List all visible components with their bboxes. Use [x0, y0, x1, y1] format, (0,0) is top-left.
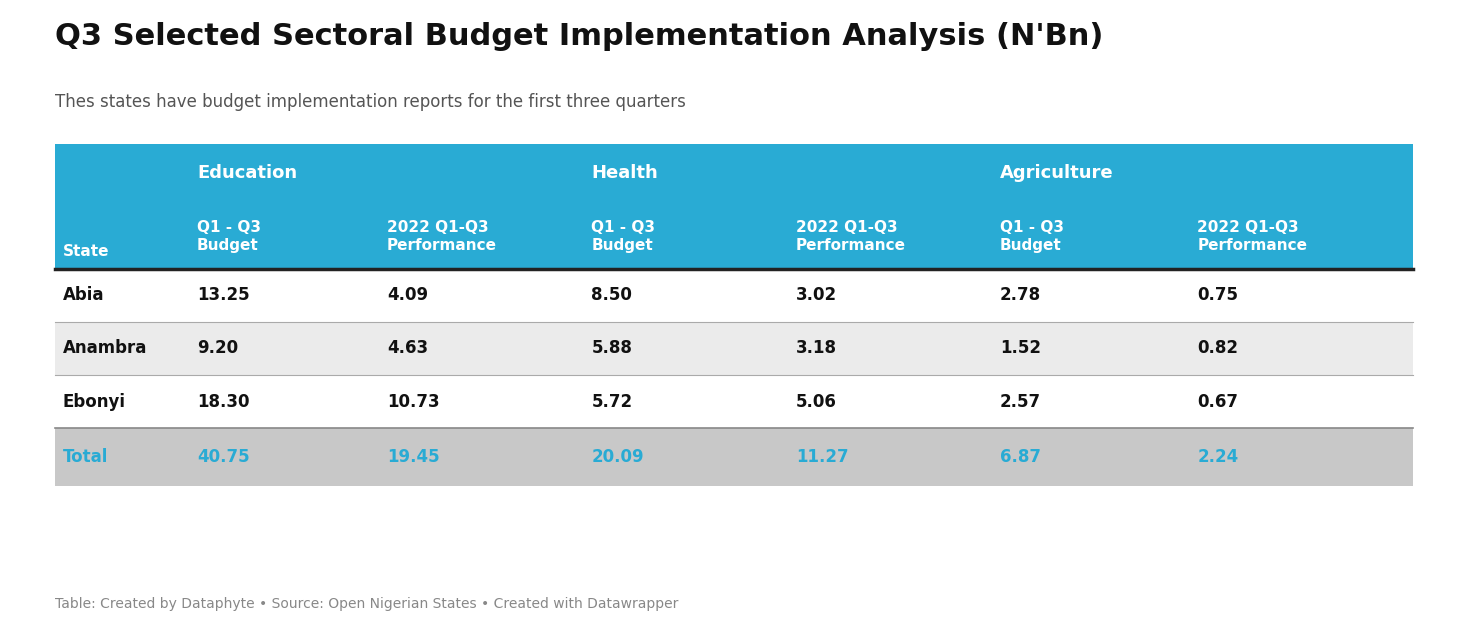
Text: Total: Total — [63, 448, 108, 466]
Text: 2.57: 2.57 — [1000, 392, 1041, 411]
Text: 5.06: 5.06 — [796, 392, 837, 411]
Polygon shape — [55, 322, 1413, 375]
Text: Q3 Selected Sectoral Budget Implementation Analysis (N'Bn): Q3 Selected Sectoral Budget Implementati… — [55, 22, 1104, 51]
Text: 9.20: 9.20 — [197, 339, 238, 358]
Text: 3.18: 3.18 — [796, 339, 837, 358]
Text: 1.52: 1.52 — [1000, 339, 1041, 358]
Text: Abia: Abia — [63, 286, 104, 305]
Text: 5.88: 5.88 — [591, 339, 632, 358]
Text: Education: Education — [197, 164, 298, 182]
Polygon shape — [55, 375, 1413, 428]
Text: 5.72: 5.72 — [591, 392, 632, 411]
Text: 6.87: 6.87 — [1000, 448, 1041, 466]
Text: 10.73: 10.73 — [387, 392, 439, 411]
Text: 3.02: 3.02 — [796, 286, 837, 305]
Text: 0.67: 0.67 — [1197, 392, 1238, 411]
Text: 13.25: 13.25 — [197, 286, 250, 305]
Text: 18.30: 18.30 — [197, 392, 250, 411]
Text: Q1 - Q3
Budget: Q1 - Q3 Budget — [1000, 220, 1064, 253]
Text: Q1 - Q3
Budget: Q1 - Q3 Budget — [197, 220, 261, 253]
Text: 2022 Q1-Q3
Performance: 2022 Q1-Q3 Performance — [387, 220, 496, 253]
Text: 2022 Q1-Q3
Performance: 2022 Q1-Q3 Performance — [796, 220, 905, 253]
Text: Thes states have budget implementation reports for the first three quarters: Thes states have budget implementation r… — [55, 93, 686, 111]
Text: Q1 - Q3
Budget: Q1 - Q3 Budget — [591, 220, 656, 253]
Text: 0.82: 0.82 — [1197, 339, 1238, 358]
Text: 11.27: 11.27 — [796, 448, 848, 466]
Text: Agriculture: Agriculture — [1000, 164, 1114, 182]
Text: 2022 Q1-Q3
Performance: 2022 Q1-Q3 Performance — [1197, 220, 1307, 253]
Text: Anambra: Anambra — [63, 339, 147, 358]
Polygon shape — [55, 144, 1413, 269]
Text: Ebonyi: Ebonyi — [63, 392, 126, 411]
Text: 19.45: 19.45 — [387, 448, 439, 466]
Text: 40.75: 40.75 — [197, 448, 250, 466]
Text: 0.75: 0.75 — [1197, 286, 1238, 305]
Text: Table: Created by Dataphyte • Source: Open Nigerian States • Created with Datawr: Table: Created by Dataphyte • Source: Op… — [55, 597, 679, 611]
Polygon shape — [55, 428, 1413, 486]
Text: 20.09: 20.09 — [591, 448, 644, 466]
Text: 2.24: 2.24 — [1197, 448, 1238, 466]
Text: 4.63: 4.63 — [387, 339, 428, 358]
Text: Health: Health — [591, 164, 658, 182]
Polygon shape — [55, 269, 1413, 322]
Text: 8.50: 8.50 — [591, 286, 632, 305]
Text: 4.09: 4.09 — [387, 286, 428, 305]
Text: 2.78: 2.78 — [1000, 286, 1041, 305]
Text: State: State — [63, 244, 110, 259]
